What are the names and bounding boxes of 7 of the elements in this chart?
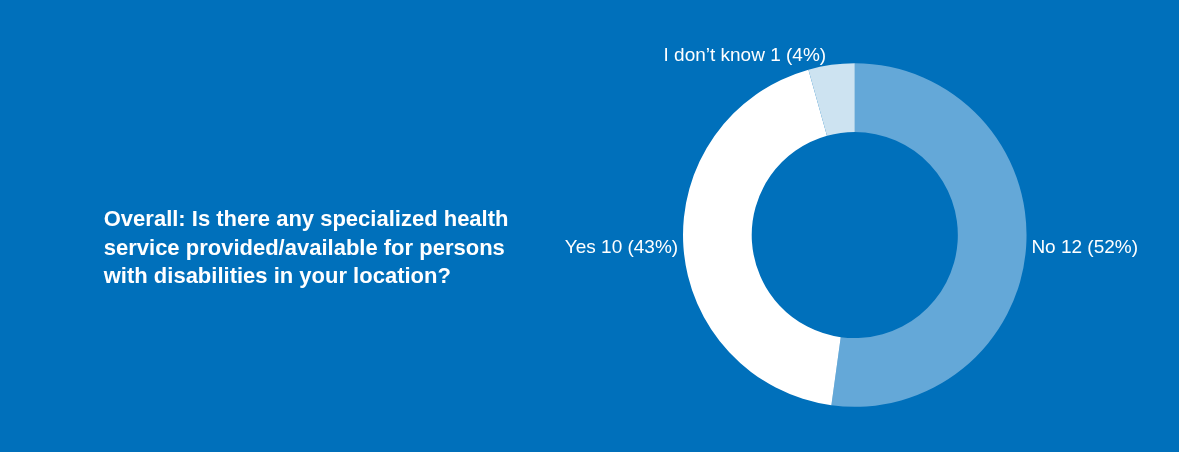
donut-slice — [831, 63, 1027, 407]
slice-label: I don’t know 1 (4%) — [663, 44, 827, 66]
donut-slice — [683, 69, 841, 406]
text: Overall: Is there any specialized health service provided/available for persons with disabilities in your location? — [102, 206, 509, 289]
slice-label: No 12 (52%) — [1031, 236, 1139, 258]
slice-label: Yes 10 (43%) — [564, 236, 679, 258]
donut-slice — [808, 63, 855, 136]
